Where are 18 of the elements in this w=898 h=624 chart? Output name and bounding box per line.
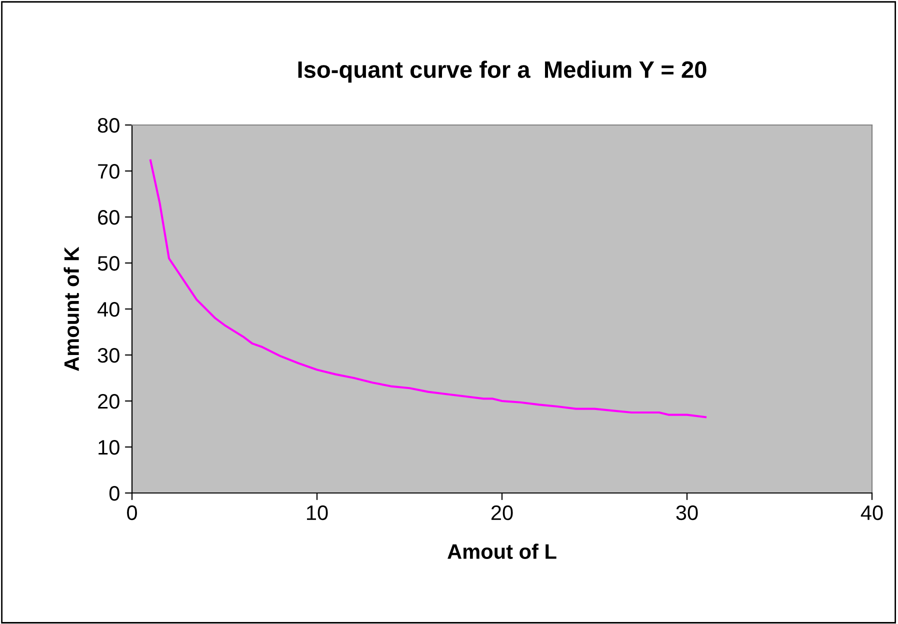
y-tick-label: 0 xyxy=(109,486,120,501)
y-tick-label: 60 xyxy=(98,210,120,225)
x-tick-label: 0 xyxy=(127,505,137,520)
y-tick-label: 20 xyxy=(98,394,120,409)
x-tick-label: 30 xyxy=(676,505,698,520)
y-tick-label: 70 xyxy=(98,164,120,179)
x-tick-label: 40 xyxy=(860,505,883,520)
x-tick-label: 10 xyxy=(307,505,328,520)
chart-title: Iso-quant curve for a Medium Y = 20 xyxy=(298,60,706,83)
y-tick-label: 40 xyxy=(98,302,120,317)
line-series xyxy=(149,159,707,418)
y-tick-label: 50 xyxy=(98,256,120,271)
x-tick-label: 20 xyxy=(491,505,513,520)
y-tick-label: 30 xyxy=(98,348,120,363)
x-axis-title: Amout of L xyxy=(448,544,556,559)
y-tick-label: 80 xyxy=(98,118,120,133)
y-tick-label: 10 xyxy=(98,440,120,455)
y-axis-title: Amount of K xyxy=(64,246,80,371)
